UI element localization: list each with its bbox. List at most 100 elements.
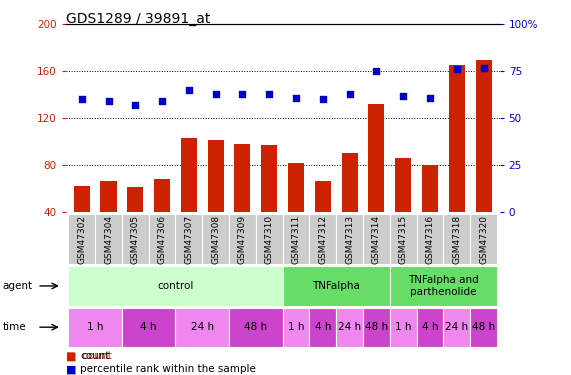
- Bar: [95, 214, 122, 264]
- Text: ■: ■: [66, 351, 76, 361]
- Point: [452, 66, 461, 72]
- Text: control: control: [157, 281, 194, 291]
- Bar: [283, 214, 309, 264]
- Bar: [74, 186, 90, 259]
- Text: GSM47310: GSM47310: [265, 214, 274, 264]
- Bar: [336, 308, 363, 347]
- Bar: [256, 214, 283, 264]
- Text: GSM47304: GSM47304: [104, 214, 113, 264]
- Bar: [368, 104, 384, 259]
- Bar: [363, 214, 390, 264]
- Point: [184, 87, 194, 93]
- Point: [479, 64, 488, 70]
- Bar: [181, 138, 197, 259]
- Bar: [363, 308, 390, 347]
- Bar: [417, 214, 443, 264]
- Bar: [390, 308, 417, 347]
- Bar: [122, 214, 148, 264]
- Bar: [309, 214, 336, 264]
- Point: [77, 96, 86, 102]
- Text: 24 h: 24 h: [445, 322, 468, 332]
- Text: GSM47305: GSM47305: [131, 214, 140, 264]
- Bar: [336, 214, 363, 264]
- Point: [265, 91, 274, 97]
- Bar: [315, 182, 331, 259]
- Bar: [261, 145, 278, 259]
- Text: GSM47308: GSM47308: [211, 214, 220, 264]
- Bar: [470, 308, 497, 347]
- Point: [372, 68, 381, 74]
- Bar: [148, 214, 175, 264]
- Text: TNFalpha and
parthenolide: TNFalpha and parthenolide: [408, 275, 478, 297]
- Text: 4 h: 4 h: [140, 322, 157, 332]
- Text: 4 h: 4 h: [422, 322, 438, 332]
- Bar: [417, 308, 443, 347]
- Bar: [229, 214, 256, 264]
- Point: [104, 98, 113, 104]
- Text: GSM47312: GSM47312: [318, 214, 327, 264]
- Text: GSM47314: GSM47314: [372, 214, 381, 264]
- Text: 24 h: 24 h: [338, 322, 361, 332]
- Text: GDS1289 / 39891_at: GDS1289 / 39891_at: [66, 12, 210, 26]
- Bar: [208, 140, 224, 259]
- Bar: [443, 308, 470, 347]
- Text: GSM47316: GSM47316: [425, 214, 435, 264]
- Text: 48 h: 48 h: [244, 322, 267, 332]
- Text: GSM47309: GSM47309: [238, 214, 247, 264]
- Text: 1 h: 1 h: [87, 322, 103, 332]
- Point: [425, 94, 435, 100]
- Point: [158, 98, 167, 104]
- Bar: [395, 158, 411, 259]
- Text: GSM47302: GSM47302: [77, 214, 86, 264]
- Text: GSM47306: GSM47306: [158, 214, 167, 264]
- Bar: [202, 214, 229, 264]
- Bar: [69, 266, 283, 306]
- Bar: [449, 65, 465, 259]
- Text: GSM47315: GSM47315: [399, 214, 408, 264]
- Bar: [422, 165, 438, 259]
- Bar: [390, 214, 417, 264]
- Text: GSM47318: GSM47318: [452, 214, 461, 264]
- Text: GSM47313: GSM47313: [345, 214, 354, 264]
- Bar: [122, 308, 175, 347]
- Text: 1 h: 1 h: [395, 322, 412, 332]
- Bar: [235, 144, 251, 259]
- Bar: [341, 153, 357, 259]
- Point: [345, 91, 354, 97]
- Bar: [100, 182, 116, 259]
- Bar: [309, 308, 336, 347]
- Point: [238, 91, 247, 97]
- Bar: [288, 163, 304, 259]
- Text: 48 h: 48 h: [472, 322, 495, 332]
- Bar: [470, 214, 497, 264]
- Point: [399, 93, 408, 99]
- Point: [131, 102, 140, 108]
- Text: GSM47307: GSM47307: [184, 214, 194, 264]
- Text: 48 h: 48 h: [365, 322, 388, 332]
- Point: [211, 91, 220, 97]
- Bar: [443, 214, 470, 264]
- Bar: [390, 266, 497, 306]
- Text: agent: agent: [3, 281, 33, 291]
- Bar: [175, 308, 229, 347]
- Text: GSM47320: GSM47320: [479, 214, 488, 264]
- Bar: [127, 187, 143, 259]
- Text: ■: ■: [66, 364, 76, 374]
- Text: ■  count: ■ count: [66, 351, 111, 361]
- Text: TNFalpha: TNFalpha: [312, 281, 360, 291]
- Text: 4 h: 4 h: [315, 322, 331, 332]
- Bar: [69, 214, 95, 264]
- Text: count: count: [80, 351, 110, 361]
- Text: 1 h: 1 h: [288, 322, 304, 332]
- Text: percentile rank within the sample: percentile rank within the sample: [80, 364, 256, 374]
- Bar: [229, 308, 283, 347]
- Bar: [283, 266, 390, 306]
- Text: time: time: [3, 322, 26, 332]
- Point: [291, 94, 300, 100]
- Point: [318, 96, 327, 102]
- Bar: [476, 60, 492, 259]
- Bar: [69, 308, 122, 347]
- Bar: [175, 214, 202, 264]
- Bar: [154, 179, 170, 259]
- Text: GSM47311: GSM47311: [292, 214, 300, 264]
